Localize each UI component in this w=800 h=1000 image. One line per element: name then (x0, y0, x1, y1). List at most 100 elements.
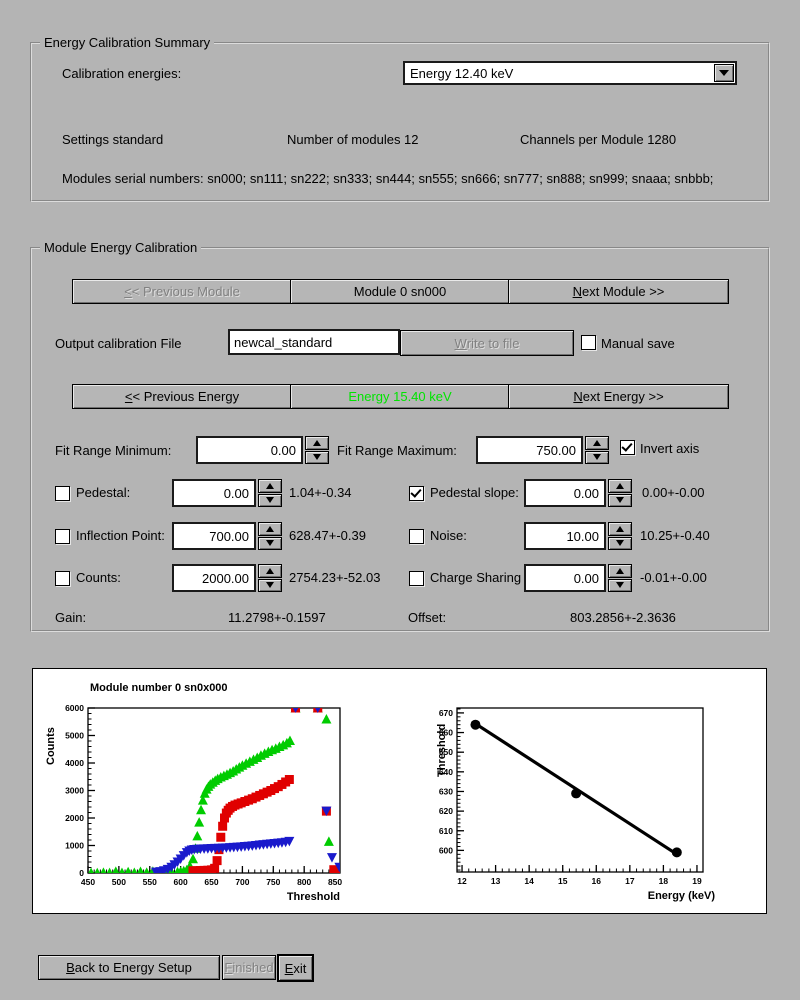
arrow-up-icon (616, 525, 624, 532)
fit-range-min-value[interactable]: 0.00 (196, 436, 303, 464)
pedestal-spinner: 0.00 (172, 479, 282, 507)
svg-text:18: 18 (659, 876, 669, 886)
plot-canvas: 450 500 550 600 650 700 750 800 850 0 1000 2000 3000… (32, 668, 767, 914)
gain-label: Gain: (55, 610, 87, 625)
svg-text:670: 670 (439, 708, 453, 718)
svg-text:550: 550 (143, 877, 157, 887)
inflection-point-value[interactable]: 700.00 (172, 522, 256, 550)
svg-text:650: 650 (439, 747, 453, 757)
spin-down-button[interactable] (608, 493, 632, 507)
svg-text:3000: 3000 (65, 786, 84, 796)
spin-down-button[interactable] (585, 450, 609, 464)
current-energy-button[interactable]: Energy 15.40 keV (290, 384, 510, 409)
module-info-button[interactable]: Module 0 sn000 (290, 279, 510, 304)
svg-text:14: 14 (524, 876, 534, 886)
svg-text:17: 17 (625, 876, 635, 886)
arrow-up-icon (593, 439, 601, 446)
button-accel: < (124, 284, 132, 299)
noise-checkbox[interactable] (409, 529, 424, 544)
counts-checkbox[interactable] (55, 571, 70, 586)
pedestal-slope-checkbox[interactable] (409, 486, 424, 501)
pedestal-slope-label: Pedestal slope: (430, 485, 519, 500)
fit-range-max-spinner: 750.00 (476, 436, 609, 464)
pedestal-checkbox[interactable] (55, 486, 70, 501)
button-label: ext Energy >> (582, 389, 664, 404)
charge-sharing-value[interactable]: 0.00 (524, 564, 606, 592)
button-accel: < (124, 389, 133, 404)
module-energy-calibration-group: Module Energy Calibration (30, 240, 770, 632)
spin-up-button[interactable] (585, 436, 609, 450)
arrow-down-icon (266, 497, 274, 504)
calibration-energies-label: Calibration energies: (62, 66, 182, 81)
arrow-down-icon (616, 582, 624, 589)
button-label: xit (293, 960, 307, 976)
button-label: < Previous Energy (132, 389, 240, 404)
manual-save-checkbox[interactable] (581, 335, 596, 350)
spin-up-button[interactable] (258, 479, 282, 493)
spin-down-button[interactable] (258, 578, 282, 592)
spin-up-button[interactable] (608, 564, 632, 578)
counts-value[interactable]: 2000.00 (172, 564, 256, 592)
spin-up-button[interactable] (258, 522, 282, 536)
spin-down-button[interactable] (258, 536, 282, 550)
arrow-down-icon (593, 454, 601, 461)
svg-text:850: 850 (328, 877, 342, 887)
calibration-energies-dropdown[interactable]: Energy 12.40 keV (403, 61, 737, 85)
spin-up-button[interactable] (258, 564, 282, 578)
svg-text:19: 19 (692, 876, 702, 886)
svg-text:620: 620 (439, 806, 453, 816)
previous-energy-button[interactable]: < < Previous Energy (72, 384, 292, 409)
svg-text:1000: 1000 (65, 841, 84, 851)
invert-axis-checkbox[interactable] (620, 440, 635, 455)
charge-sharing-spinner: 0.00 (524, 564, 632, 592)
spin-down-button[interactable] (608, 578, 632, 592)
spin-down-button[interactable] (258, 493, 282, 507)
svg-text:5000: 5000 (65, 731, 84, 741)
svg-text:2000: 2000 (65, 813, 84, 823)
channels-per-module-label: Channels per Module 1280 (520, 132, 677, 147)
arrow-up-icon (616, 567, 624, 574)
svg-text:6000: 6000 (65, 703, 84, 713)
svg-text:640: 640 (439, 767, 453, 777)
pedestal-value[interactable]: 0.00 (172, 479, 256, 507)
pedestal-slope-value[interactable]: 0.00 (524, 479, 606, 507)
inflection-point-label: Inflection Point: (76, 528, 165, 543)
arrow-up-icon (266, 567, 274, 574)
charge-sharing-checkbox[interactable] (409, 571, 424, 586)
spin-down-button[interactable] (305, 450, 329, 464)
noise-value[interactable]: 10.00 (524, 522, 606, 550)
button-accel: W (454, 335, 467, 351)
button-accel: F (224, 960, 233, 975)
offset-value: 803.2856+-2.3636 (570, 610, 676, 625)
svg-text:12: 12 (457, 876, 467, 886)
svg-text:500: 500 (112, 877, 126, 887)
gain-value: 11.2798+-0.1597 (228, 610, 326, 625)
svg-text:610: 610 (439, 826, 453, 836)
fit-range-max-value[interactable]: 750.00 (476, 436, 583, 464)
spin-up-button[interactable] (305, 436, 329, 450)
svg-text:Threshold: Threshold (287, 891, 340, 903)
svg-text:450: 450 (81, 877, 95, 887)
svg-text:15: 15 (558, 876, 568, 886)
inflection-point-checkbox[interactable] (55, 529, 70, 544)
svg-text:4000: 4000 (65, 758, 84, 768)
spin-up-button[interactable] (608, 522, 632, 536)
module-serial-numbers: Modules serial numbers: sn000; sn111; sn… (62, 171, 714, 186)
output-calibration-file-label: Output calibration File (55, 336, 182, 351)
output-file-input[interactable] (230, 331, 398, 353)
svg-text:750: 750 (266, 877, 280, 887)
previous-module-button: < < Previous Module (72, 279, 292, 304)
dropdown-arrow-button[interactable] (714, 64, 734, 82)
fit-range-min-label: Fit Range Minimum: (55, 443, 172, 458)
spin-up-button[interactable] (608, 479, 632, 493)
button-label: rite to file (466, 335, 520, 351)
dropdown-selected-value: Energy 12.40 keV (410, 65, 514, 81)
arrow-up-icon (313, 439, 321, 446)
spin-down-button[interactable] (608, 536, 632, 550)
inflection-point-spinner: 700.00 (172, 522, 282, 550)
